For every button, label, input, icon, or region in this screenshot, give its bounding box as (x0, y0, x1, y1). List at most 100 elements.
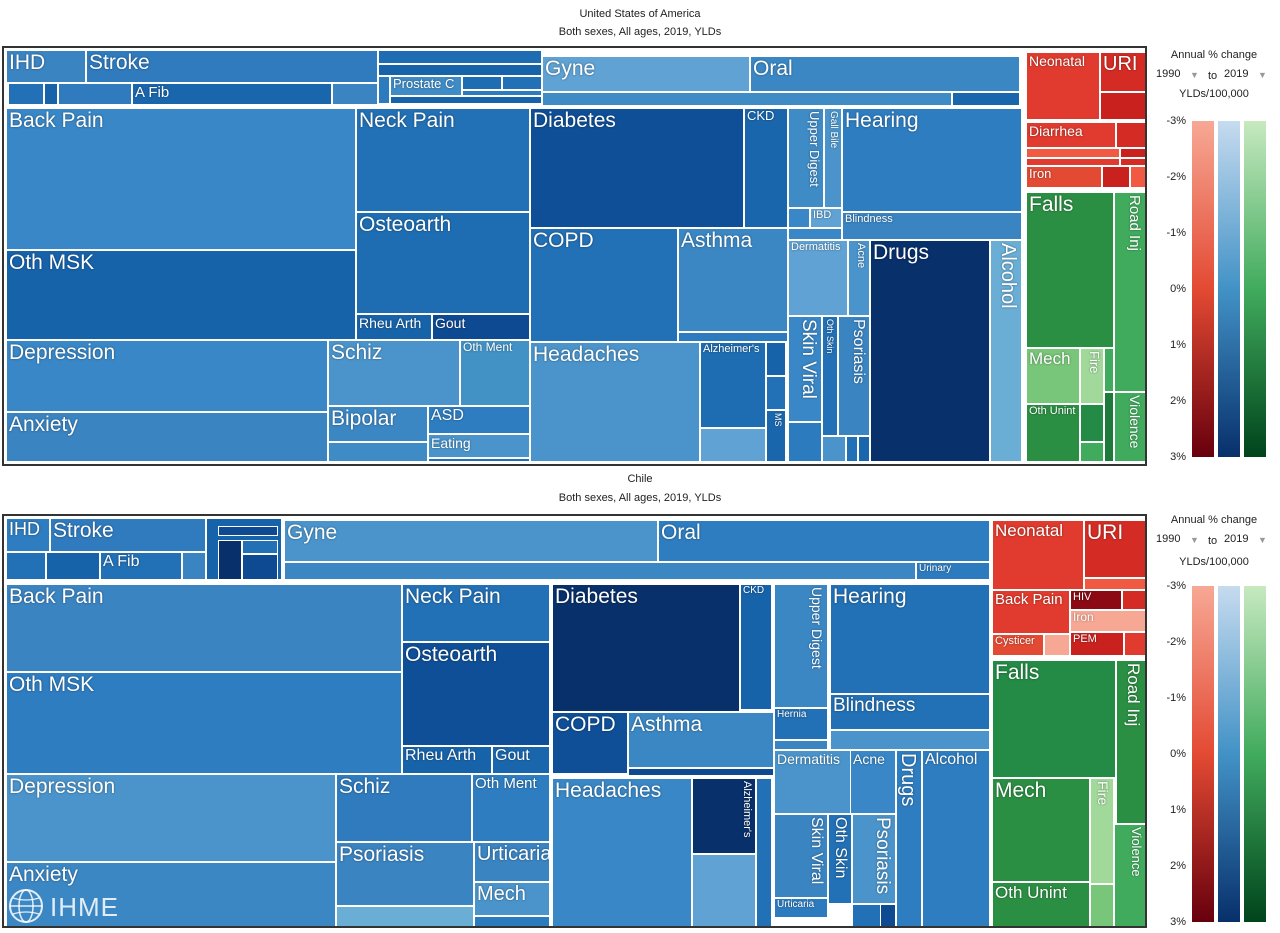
treemap-cell[interactable]: Iron (1070, 610, 1145, 632)
treemap-cell[interactable] (378, 50, 542, 64)
treemap-cell[interactable] (788, 422, 822, 462)
treemap-cell[interactable]: Gall Bile (824, 108, 842, 208)
treemap-cell[interactable] (1100, 92, 1145, 120)
treemap-cell[interactable]: Mech (992, 778, 1090, 882)
treemap-cell[interactable]: Hernia (774, 708, 828, 740)
treemap-cell[interactable]: Back Pain (6, 108, 356, 250)
treemap-cell[interactable]: Oth Unint (1026, 404, 1080, 462)
treemap-cell[interactable] (1026, 148, 1120, 158)
treemap-cell[interactable]: Neck Pain (402, 584, 550, 642)
treemap-cell[interactable]: Anxiety (6, 412, 328, 462)
treemap-cell[interactable] (766, 342, 786, 376)
treemap-cell[interactable]: Diabetes (530, 108, 744, 228)
treemap-cell[interactable] (822, 436, 846, 462)
chevron-down-icon[interactable]: ▼ (1258, 535, 1267, 545)
treemap-cell[interactable] (44, 83, 58, 105)
treemap-cell[interactable] (378, 76, 390, 104)
treemap-cell[interactable] (1080, 442, 1104, 462)
treemap-cell[interactable] (474, 916, 550, 926)
treemap-cell[interactable] (858, 436, 870, 462)
treemap-cell[interactable]: Oth Ment (472, 774, 550, 842)
treemap-cell[interactable]: URI (1084, 520, 1145, 578)
treemap-cell[interactable] (1090, 884, 1114, 926)
treemap-cell[interactable]: Blindness (842, 212, 1022, 240)
treemap-cell[interactable]: Urticaria (774, 898, 828, 918)
treemap-cell[interactable]: Urticaria (474, 842, 550, 882)
treemap-cell[interactable]: Headaches (552, 778, 692, 926)
treemap-cell[interactable]: Psoriasis (838, 316, 870, 436)
treemap-cell[interactable] (700, 428, 766, 462)
treemap-cell[interactable]: Oral (750, 56, 1020, 92)
treemap-cell[interactable]: Road Inj (1116, 660, 1145, 824)
treemap-cell[interactable]: Mech (474, 882, 550, 916)
treemap-cell[interactable] (1116, 122, 1145, 148)
treemap-cell[interactable]: Back Pain (992, 590, 1070, 634)
treemap-cell[interactable]: Blindness (830, 694, 990, 730)
chevron-down-icon[interactable]: ▼ (1258, 70, 1267, 80)
treemap-cell[interactable] (428, 458, 530, 462)
treemap-cell[interactable] (952, 92, 1020, 106)
treemap-cell[interactable] (6, 552, 46, 580)
treemap-cell[interactable] (766, 376, 786, 410)
treemap-cell[interactable] (502, 76, 542, 90)
treemap-cell[interactable]: HIV (1070, 590, 1122, 610)
treemap-cell[interactable] (218, 526, 278, 536)
treemap-cell[interactable]: Oth Skin (828, 814, 852, 904)
treemap-cell[interactable]: Alzheimer's (692, 778, 756, 854)
treemap-cell[interactable] (678, 332, 788, 342)
treemap-cell[interactable]: Gyne (542, 56, 750, 92)
treemap-cell[interactable] (336, 906, 474, 926)
treemap-cell[interactable]: Depression (6, 774, 336, 862)
treemap-cell[interactable]: Gout (432, 314, 530, 340)
treemap-cell[interactable]: COPD (530, 228, 678, 342)
treemap-cell[interactable]: Hearing (830, 584, 990, 694)
treemap-cell[interactable]: Oth Unint (992, 882, 1090, 926)
legend-from-year[interactable]: 1990 (1156, 68, 1181, 80)
treemap-cell[interactable]: PEM (1070, 632, 1124, 656)
treemap-cell[interactable] (1044, 634, 1070, 656)
treemap-cell[interactable]: Skin Viral (774, 814, 828, 898)
treemap-cell[interactable]: Cysticer (992, 634, 1044, 656)
treemap-cell[interactable] (284, 562, 916, 580)
treemap-cell[interactable]: Asthma (628, 712, 774, 768)
treemap-cell[interactable]: MS (766, 410, 786, 462)
treemap-cell[interactable]: Iron (1026, 166, 1102, 188)
treemap-cell[interactable]: Upper Digest (774, 584, 828, 708)
treemap-cell[interactable] (332, 83, 378, 105)
treemap-cell[interactable]: Fire (1080, 348, 1104, 404)
treemap-cell[interactable]: Eating (428, 434, 530, 458)
treemap-cell[interactable] (1102, 166, 1130, 188)
treemap-cell[interactable] (462, 76, 502, 90)
treemap-cell[interactable] (1120, 158, 1145, 166)
treemap-cell[interactable]: Gout (492, 746, 550, 774)
treemap-cell[interactable] (8, 83, 44, 105)
treemap-cell[interactable]: URI (1100, 52, 1145, 92)
treemap-cell[interactable] (1130, 166, 1145, 188)
treemap-cell[interactable]: Falls (1026, 192, 1114, 348)
treemap-cell[interactable] (846, 436, 858, 462)
treemap-cell[interactable] (542, 92, 952, 106)
treemap-cell[interactable]: A Fib (132, 83, 332, 105)
treemap-cell[interactable]: Skin Viral (788, 316, 822, 422)
legend-from-year[interactable]: 1990 (1156, 533, 1181, 545)
treemap-cell[interactable]: Urinary (916, 562, 990, 580)
treemap-cell[interactable]: IHD (6, 50, 86, 83)
treemap-cell[interactable]: Gyne (284, 520, 658, 562)
treemap-cell[interactable] (1080, 404, 1104, 442)
treemap-cell[interactable]: Psoriasis (336, 842, 474, 906)
treemap-cell[interactable]: Falls (992, 660, 1116, 778)
treemap-cell[interactable]: Mech (1026, 348, 1080, 404)
treemap-cell[interactable]: Diabetes (552, 584, 740, 712)
treemap-cell[interactable]: Acne (850, 750, 896, 814)
treemap-cell[interactable]: Dermatitis (788, 240, 848, 316)
treemap-cell[interactable]: Osteoarth (402, 642, 550, 746)
treemap-cell[interactable]: Drugs (870, 240, 990, 462)
treemap-cell[interactable] (242, 554, 278, 580)
treemap-cell[interactable]: Back Pain (6, 584, 402, 672)
treemap-cell[interactable]: Stroke (86, 50, 378, 83)
treemap-cell[interactable]: Oral (658, 520, 990, 562)
treemap-cell[interactable]: Psoriasis (852, 814, 896, 904)
treemap-cell[interactable] (462, 90, 542, 96)
legend-to-year[interactable]: 2019 (1224, 68, 1249, 80)
treemap-cell[interactable]: Bipolar (328, 406, 428, 442)
